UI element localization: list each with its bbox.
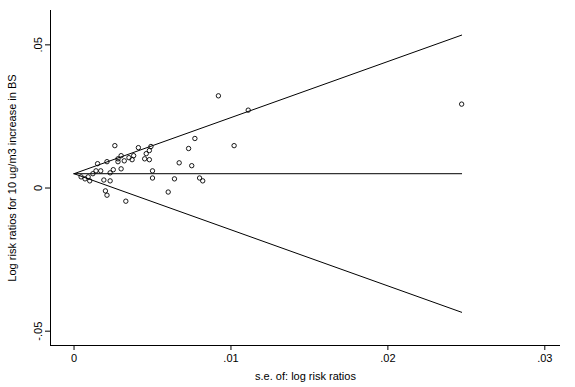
svg-text:0: 0 [32,185,44,191]
svg-text:-.05: -.05 [32,322,44,341]
svg-text:.05: .05 [32,37,44,52]
svg-text:s.e. of: log risk ratios: s.e. of: log risk ratios [255,370,356,382]
svg-text:.02: .02 [380,352,395,364]
svg-text:Log risk ratios for 10 ug/m3 i: Log risk ratios for 10 ug/m3 increase in… [6,74,18,281]
svg-text:.03: .03 [537,352,552,364]
svg-text:.01: .01 [223,352,238,364]
svg-text:0: 0 [71,352,77,364]
